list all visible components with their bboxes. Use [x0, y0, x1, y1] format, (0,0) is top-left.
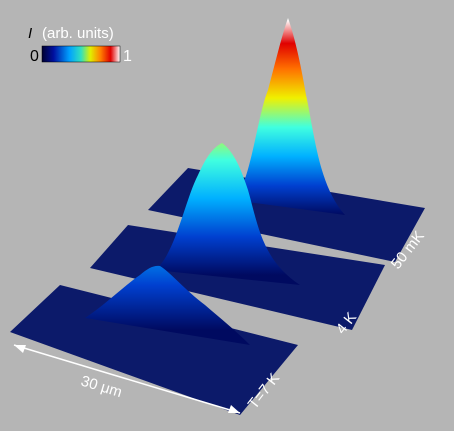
scale-bar-label: 30 μm: [79, 373, 124, 402]
colorbar: [41, 45, 121, 63]
colorbar-symbol: I: [28, 25, 32, 42]
arrowhead: [14, 345, 26, 353]
surface-peak: [85, 265, 250, 345]
surface-sheet: [10, 285, 298, 415]
surface-peak: [232, 18, 345, 215]
colorbar-min: 0: [30, 48, 39, 65]
surface-peak: [155, 143, 300, 285]
colorbar-max: 1: [123, 48, 132, 65]
colorbar-label: (arb. units): [42, 25, 114, 42]
arrowhead: [228, 405, 240, 413]
scale-bar: [13, 344, 241, 414]
